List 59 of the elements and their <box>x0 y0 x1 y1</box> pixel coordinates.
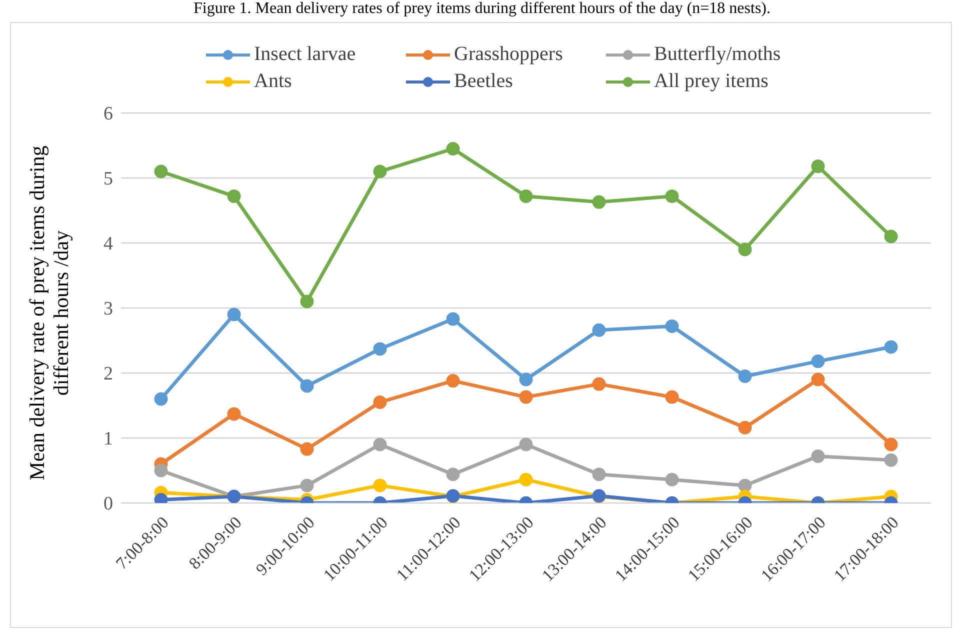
chart-title: Figure 1. Mean delivery rates of prey items during different hours of the day (n=18 nests). <box>192 0 772 18</box>
point <box>665 189 679 203</box>
y-tick-label: 3 <box>104 298 113 320</box>
legend-label: Ants <box>254 70 292 93</box>
point <box>592 468 606 482</box>
point <box>446 312 460 326</box>
point <box>373 478 387 492</box>
point <box>665 390 679 404</box>
y-tick-label: 0 <box>104 494 113 515</box>
point <box>811 372 825 386</box>
point <box>738 242 752 256</box>
point <box>300 294 314 308</box>
y-tick-label: 5 <box>104 168 113 190</box>
point <box>592 323 606 337</box>
point <box>300 442 314 456</box>
point <box>373 164 387 178</box>
y-tick-label: 4 <box>104 234 114 255</box>
point <box>154 464 168 478</box>
point <box>738 478 752 492</box>
point <box>519 390 533 404</box>
point <box>884 453 898 467</box>
point <box>592 195 606 209</box>
legend-label: Beetles <box>454 70 513 93</box>
point <box>811 449 825 463</box>
point <box>300 379 314 393</box>
point <box>884 230 898 244</box>
point <box>738 370 752 383</box>
point <box>519 189 533 203</box>
point <box>227 407 241 421</box>
y-axis-title: Mean delivery rate of prey items during different hours /day <box>25 144 73 482</box>
point <box>373 438 387 452</box>
point <box>446 374 460 388</box>
point <box>665 472 679 486</box>
point <box>373 396 387 409</box>
point <box>519 438 533 452</box>
point <box>446 142 460 156</box>
y-tick-label: 6 <box>104 104 113 125</box>
point <box>811 160 825 174</box>
point <box>811 354 825 368</box>
point <box>373 342 387 356</box>
point <box>884 438 898 452</box>
point <box>519 472 533 486</box>
legend-label: Insect larvae <box>254 43 356 66</box>
legend-label: Grasshoppers <box>454 43 563 66</box>
point <box>665 319 679 333</box>
point <box>227 308 241 322</box>
point <box>300 478 314 492</box>
point <box>884 340 898 354</box>
point <box>519 372 533 386</box>
point <box>446 468 460 482</box>
y-tick-label: 1 <box>104 428 113 450</box>
legend-label: Butterfly/moths <box>654 43 781 66</box>
point <box>154 164 168 178</box>
y-tick-label: 2 <box>104 364 113 385</box>
point <box>227 189 241 203</box>
legend-label: All prey items <box>654 70 768 93</box>
point <box>592 377 606 391</box>
point <box>154 392 168 406</box>
point <box>738 420 752 434</box>
